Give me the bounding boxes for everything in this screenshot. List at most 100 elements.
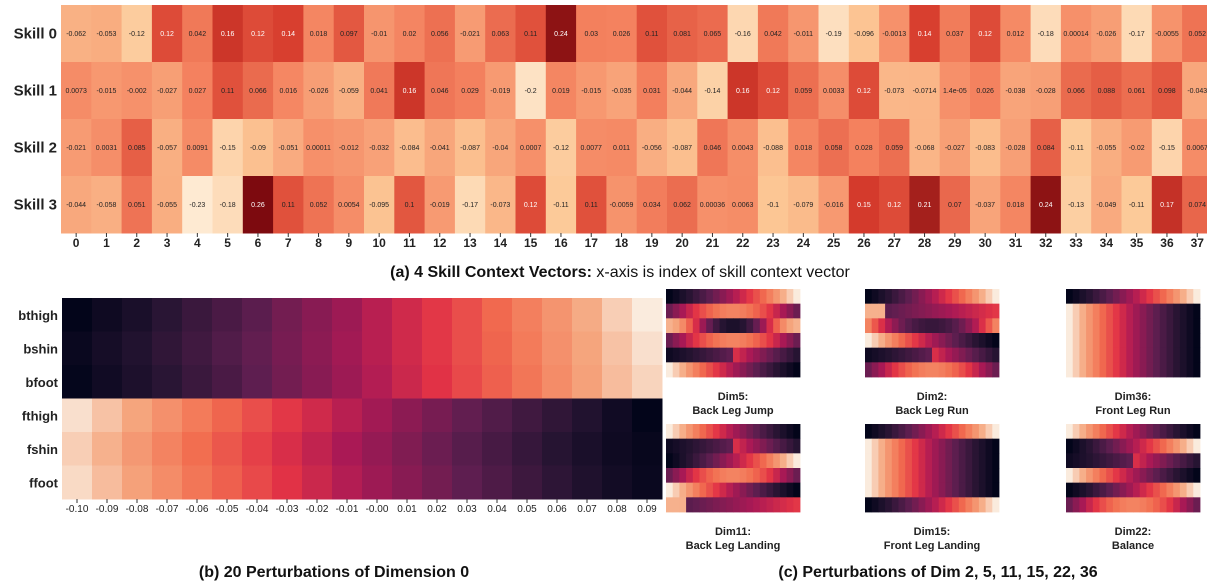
- dim-panel-cell: [1079, 333, 1087, 349]
- skill-x-tick-label: 8: [315, 236, 322, 250]
- dim-panel-cell: [733, 453, 741, 469]
- skill-cell-label: -0.0714: [913, 88, 937, 95]
- dim-panel-cell: [925, 333, 933, 349]
- skill-cell: [818, 5, 850, 63]
- dim-panel-cell: [1092, 438, 1100, 454]
- dim-panel-cell: [1092, 497, 1100, 513]
- skill-cell: [121, 5, 153, 63]
- skill-cell-label: -0.15: [220, 145, 236, 152]
- dim-panel-cell: [865, 318, 873, 334]
- perturbation-cell: [152, 432, 183, 466]
- skill-cell-label: -0.17: [1129, 31, 1145, 38]
- dim-panel-cell: [1173, 453, 1181, 469]
- dim-panel-cell: [925, 438, 933, 454]
- dim-panel-cell: [706, 424, 714, 440]
- skill-cell-label: 0.034: [643, 202, 661, 209]
- perturbation-cell: [452, 432, 483, 466]
- dim-panel-cell: [753, 362, 761, 378]
- dim-panel-cell: [686, 424, 694, 440]
- perturbation-cell: [302, 331, 333, 366]
- skill-cell-label: 0.12: [978, 31, 992, 38]
- dim-panel-cell: [733, 497, 741, 513]
- dim-panel-cell: [871, 468, 879, 484]
- dim-panel-cell: [672, 347, 680, 363]
- dim-panel-cell: [1173, 497, 1181, 513]
- dim-panel-cell: [865, 424, 873, 440]
- skill-cell-label: -0.012: [339, 145, 359, 152]
- dim-panel-cell: [905, 362, 913, 378]
- dim-panel-cell: [1179, 482, 1187, 498]
- skill-cell-label: 0.065: [704, 31, 722, 38]
- dim-panel-cell: [679, 482, 687, 498]
- dim-panel-cell: [985, 347, 993, 363]
- skill-cell-label: 0.026: [976, 88, 994, 95]
- skill-cell-label: 0.052: [1188, 31, 1206, 38]
- dim-panel-cell: [753, 424, 761, 440]
- dim-panel-cell: [911, 347, 919, 363]
- dim-panel-cell: [938, 497, 946, 513]
- dim-panel-cell: [679, 289, 687, 305]
- perturbation-x-tick-label: -0.08: [126, 504, 149, 515]
- skill-cell-label: -0.059: [339, 88, 359, 95]
- dim-panel-cell: [1133, 497, 1141, 513]
- skill-cell-label: -0.088: [763, 145, 783, 152]
- dim-panel-cell: [686, 333, 694, 349]
- joint-row-label: bfoot: [26, 375, 59, 390]
- skill-cell-label: 0.058: [825, 145, 843, 152]
- skill-cell-label: -0.044: [672, 88, 692, 95]
- skill-cell-label: -0.021: [460, 31, 480, 38]
- skill-x-tick-label: 33: [1069, 236, 1083, 250]
- dim-panel-cell: [965, 362, 973, 378]
- perturbation-cell: [632, 398, 663, 433]
- skill-cell: [1091, 176, 1122, 234]
- skill-x-tick-label: 18: [615, 236, 629, 250]
- dim-panel-cell: [706, 438, 714, 454]
- dim-panel-cell: [898, 333, 906, 349]
- dim-panel-cell: [898, 424, 906, 440]
- dim-panel-cell: [1166, 362, 1174, 378]
- dim-panel-cell: [1072, 482, 1080, 498]
- skill-cell: [1182, 5, 1207, 63]
- dim-panel-cell: [719, 289, 727, 305]
- dim-panel-cell: [686, 468, 694, 484]
- dim-panel-cell: [686, 438, 694, 454]
- skill-cell: [848, 62, 880, 120]
- dim-panel-cell: [978, 468, 986, 484]
- dim-panel-skill-label: Front Leg Landing: [884, 540, 981, 552]
- dim-panel-cell: [932, 482, 940, 498]
- dim-panel-cell: [938, 438, 946, 454]
- dim-panel-cell: [1126, 347, 1134, 363]
- skill-cell-label: -0.09: [250, 145, 266, 152]
- skill-cell: [1121, 62, 1153, 120]
- dim-panel-cell: [793, 333, 801, 349]
- dim-panel-cell: [1173, 362, 1181, 378]
- skill-cell: [61, 5, 92, 63]
- dim-panel-cell: [666, 468, 674, 484]
- skill-cell-label: -0.035: [612, 88, 632, 95]
- dim-panel-cell: [1066, 468, 1074, 484]
- skill-x-tick-label: 22: [736, 236, 750, 250]
- dim-panel-cell: [1106, 453, 1114, 469]
- skill-cell: [939, 5, 971, 63]
- dim-panel-cell: [891, 347, 899, 363]
- skill-cell-label: 0.12: [160, 31, 174, 38]
- skill-x-tick-label: 5: [224, 236, 231, 250]
- dim-panel-cell: [985, 333, 993, 349]
- dim-panel-cell: [1193, 482, 1201, 498]
- dim-panel-cell: [679, 362, 687, 378]
- dim-panel-cell: [1173, 468, 1181, 484]
- skill-cell: [424, 62, 456, 120]
- perturbation-cell: [512, 331, 543, 366]
- perturbation-cell: [272, 331, 303, 366]
- dim-panel-cell: [985, 303, 993, 319]
- skill-cell-label: -0.051: [278, 145, 298, 152]
- dim-panel-cell: [1193, 333, 1201, 349]
- dim-panel-cell: [1086, 453, 1094, 469]
- skill-cell: [757, 5, 789, 63]
- dim-panel-cell: [891, 362, 899, 378]
- dim-panel-cell: [972, 482, 980, 498]
- dim-panel-cell: [918, 289, 926, 305]
- skill-cell: [242, 62, 274, 120]
- skill-x-tick-label: 26: [857, 236, 871, 250]
- skill-x-tick-label: 6: [255, 236, 262, 250]
